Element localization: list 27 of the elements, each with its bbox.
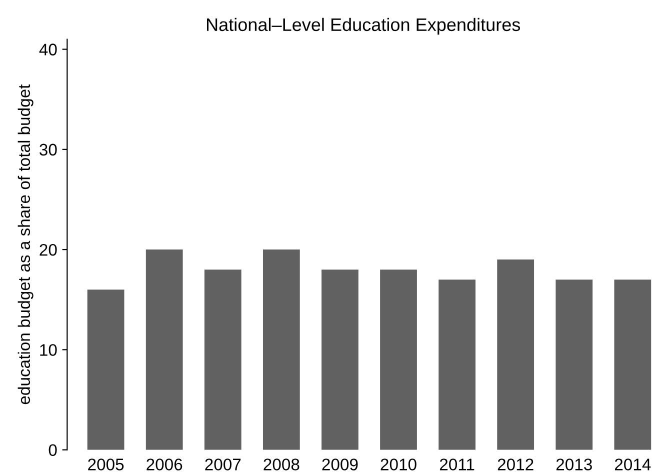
x-tick-label: 2010: [380, 458, 416, 470]
x-tick-label: 2008: [264, 458, 300, 470]
y-tick-label: 10: [40, 344, 57, 356]
y-tick-label: 40: [39, 44, 57, 56]
bar: [204, 270, 242, 450]
y-tick-label: 30: [40, 144, 57, 156]
x-tick-label: 2006: [146, 458, 182, 470]
chart-title: National–Level Education Expenditures: [206, 18, 520, 35]
x-tick-label: 2005: [88, 458, 124, 470]
x-tick-label: 2014: [614, 458, 651, 470]
bar: [146, 250, 183, 450]
bar: [614, 280, 652, 450]
bar: [87, 290, 124, 450]
x-tick-label: 2007: [205, 458, 241, 470]
x-tick-label: 2013: [556, 458, 592, 470]
y-tick-label: 0: [48, 444, 57, 456]
y-axis-title: education budget as a share of total budget: [18, 84, 34, 404]
bar: [380, 270, 417, 450]
bar: [322, 270, 358, 450]
bar: [497, 260, 534, 450]
x-tick-label: 2012: [498, 458, 534, 470]
bar: [556, 280, 593, 450]
x-tick-label: 2009: [322, 458, 358, 470]
bar: [438, 280, 476, 450]
x-tick-label: 2011: [440, 458, 474, 470]
y-tick-label: 20: [40, 244, 57, 256]
bar: [262, 250, 300, 450]
